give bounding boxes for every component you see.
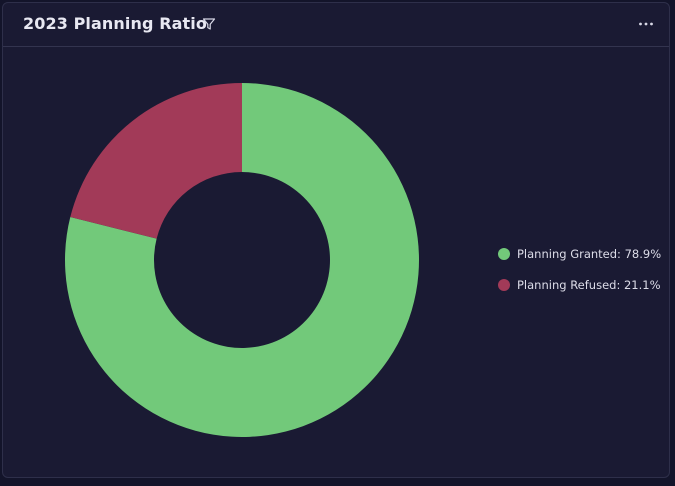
card-header: 2023 Planning Ratio [3, 3, 669, 47]
donut-slice-planning-refused[interactable] [70, 82, 242, 239]
legend-label: Planning Refused: 21.1% [517, 278, 661, 292]
more-options-icon[interactable] [635, 13, 657, 35]
donut-slice-planning-granted[interactable] [65, 83, 419, 437]
legend-marker-granted [498, 248, 510, 260]
legend-item-granted[interactable]: Planning Granted: 78.9% [498, 245, 661, 263]
legend-marker-refused [498, 279, 510, 291]
card-title: 2023 Planning Ratio [23, 14, 207, 33]
filter-icon[interactable] [199, 14, 219, 34]
legend-label: Planning Granted: 78.9% [517, 247, 662, 261]
chart-legend: Planning Granted: 78.9% Planning Refused… [498, 245, 661, 307]
legend-item-refused[interactable]: Planning Refused: 21.1% [498, 276, 661, 294]
